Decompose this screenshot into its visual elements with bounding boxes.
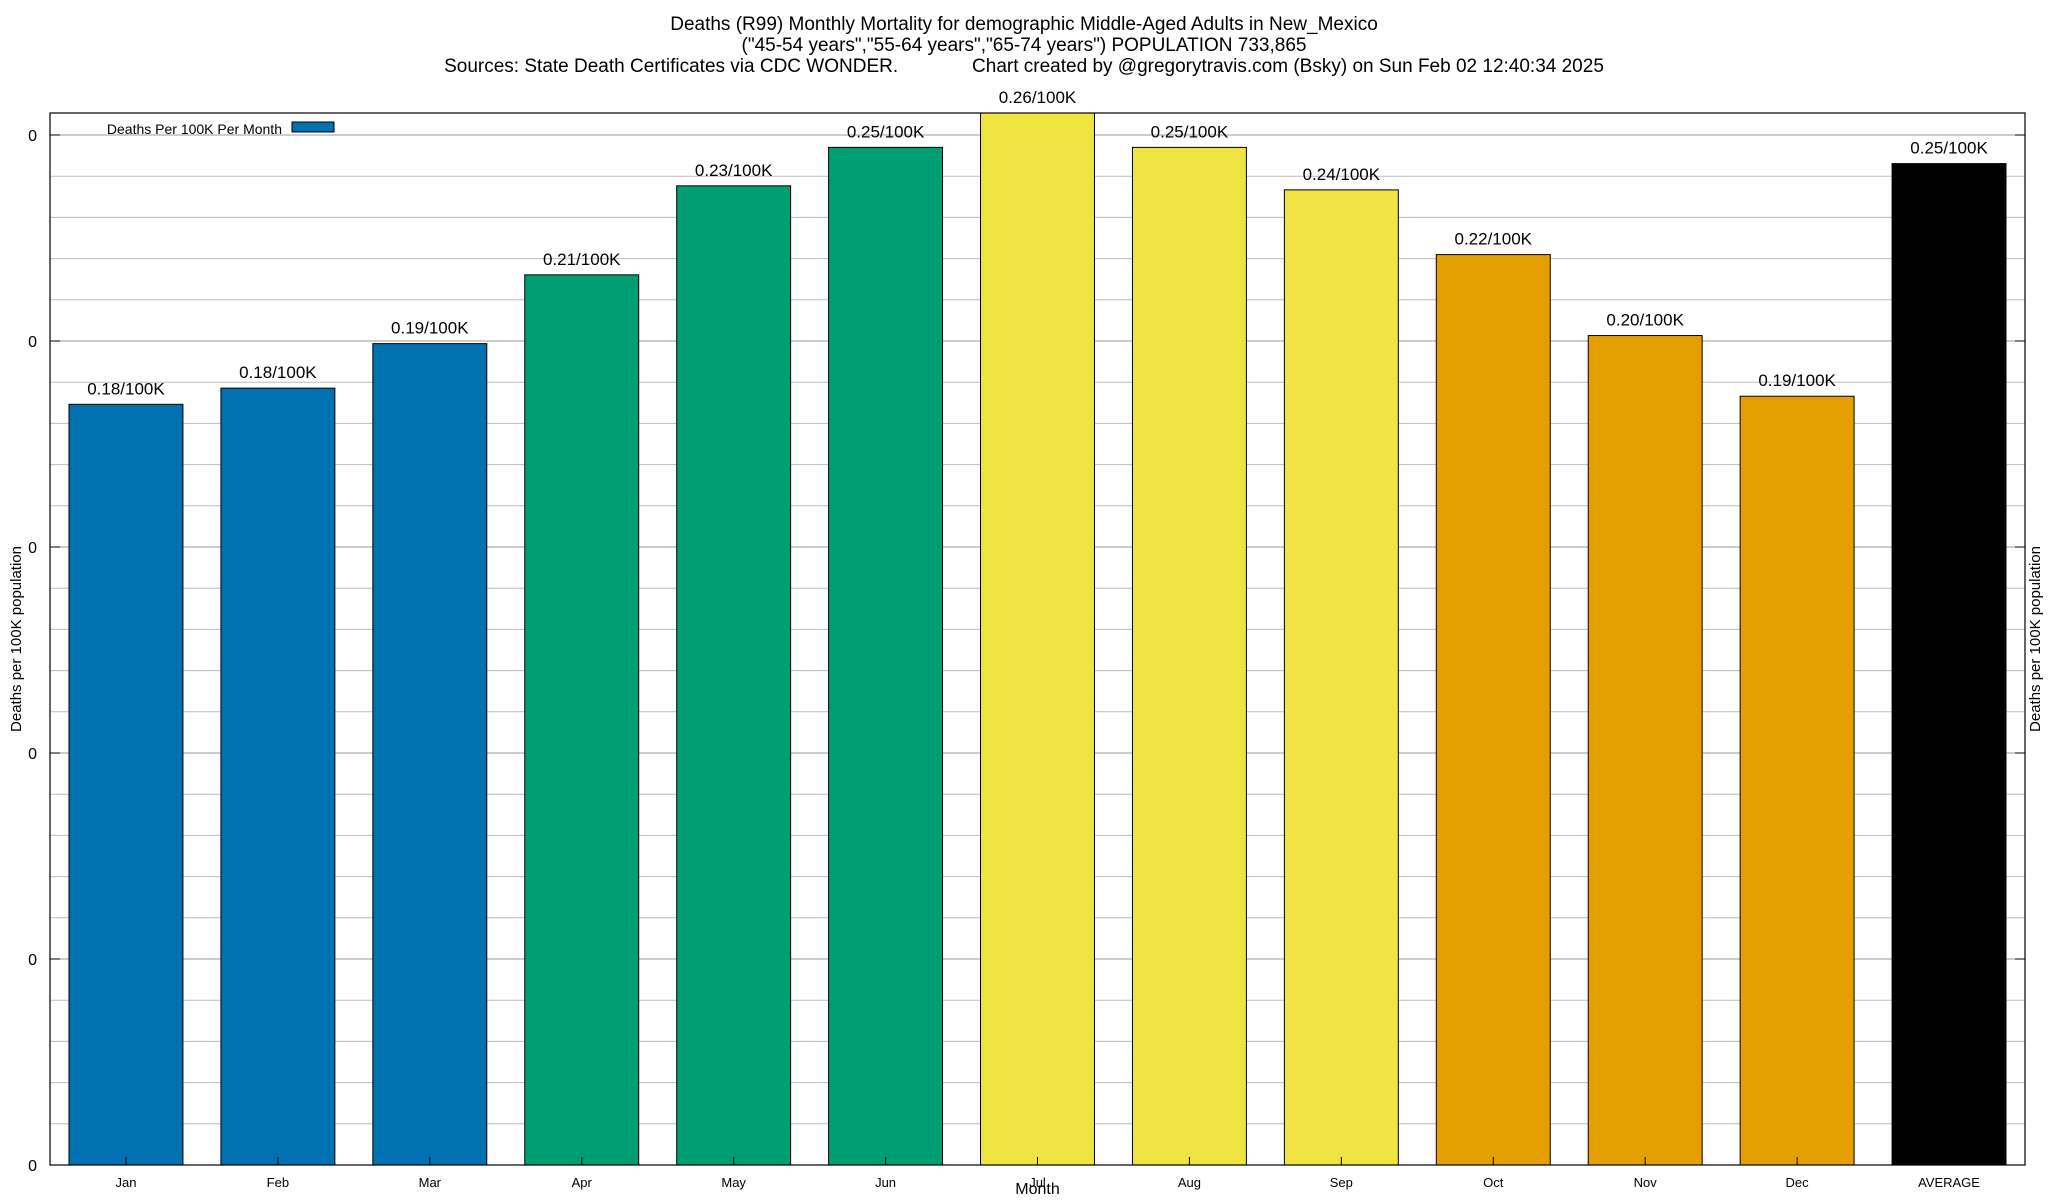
bar-value-label: 0.21/100K	[543, 250, 621, 269]
bar-value-label: 0.24/100K	[1303, 165, 1381, 184]
chart-title-block: Deaths (R99) Monthly Mortality for demog…	[0, 14, 2048, 77]
bar-sep	[1283, 189, 1399, 1166]
y-tick-label: 0	[28, 334, 37, 351]
bar-value-label: 0.25/100K	[1151, 122, 1229, 141]
chart-subtitle: ("45-54 years","55-64 years","65-74 year…	[741, 35, 1307, 56]
y-tick-label: 0	[28, 1158, 37, 1175]
y-tick-label: 0	[28, 128, 37, 145]
y-tick-label: 0	[28, 540, 37, 557]
bar-value-label: 0.19/100K	[391, 319, 469, 338]
x-axis-label: Month	[1015, 1181, 1059, 1198]
y-axis-label: Deaths per 100K population	[8, 546, 25, 732]
y-tick-label: 0	[28, 952, 37, 969]
bar-jan	[68, 403, 184, 1166]
x-tick-label: May	[721, 1175, 746, 1190]
bar-jul	[980, 112, 1095, 1166]
bar-may	[676, 185, 792, 1166]
y-axis-label-right: Deaths per 100K population	[2027, 546, 2044, 732]
bar-average	[1891, 163, 2007, 1166]
y-tick-labels: 0 0 0 0 0 0	[28, 128, 37, 1175]
bar-value-label: 0.19/100K	[1758, 371, 1836, 390]
x-tick-label: Oct	[1483, 1175, 1504, 1190]
x-tick-label: Aug	[1178, 1175, 1201, 1190]
bar-value-label: 0.20/100K	[1606, 311, 1684, 330]
legend: Deaths Per 100K Per Month	[107, 121, 335, 137]
bar-value-label: 0.25/100K	[847, 122, 925, 141]
bar-value-label: 0.23/100K	[695, 161, 773, 180]
x-tick-label: Jun	[875, 1175, 896, 1190]
plot-frame	[49, 112, 2026, 1166]
legend-swatch	[291, 121, 335, 133]
bar-dec	[1739, 395, 1855, 1166]
bar-value-label: 0.18/100K	[239, 363, 317, 382]
x-tick-labels: Jan Feb Mar Apr May Jun Jul Aug Sep Oct Nov Dec AVER…	[115, 1157, 1980, 1190]
bar-value-label: 0.22/100K	[1455, 230, 1533, 249]
x-tick-label: Mar	[419, 1175, 442, 1190]
x-tick-label: AVERAGE	[1918, 1175, 1980, 1190]
y-tick-label: 0	[28, 746, 37, 763]
x-tick-label: Jan	[115, 1175, 136, 1190]
bar-nov	[1587, 335, 1703, 1166]
bar-jun	[828, 146, 944, 1166]
x-tick-label: Feb	[267, 1175, 289, 1190]
x-tick-label: Dec	[1786, 1175, 1810, 1190]
bar-oct	[1435, 254, 1551, 1166]
bar-mar	[372, 343, 488, 1166]
bar-value-labels: 0.18/100K 0.18/100K 0.19/100K 0.21/100K 0.23…	[87, 88, 1988, 398]
chart-sources-credit: Sources: State Death Certificates via CD…	[0, 56, 2048, 77]
chart-credit: Chart created by @gregorytravis.com (Bsk…	[972, 56, 1604, 77]
x-tick-label: Apr	[572, 1175, 593, 1190]
chart-title: Deaths (R99) Monthly Mortality for demog…	[670, 14, 1378, 35]
x-tick-label: Jul	[1029, 1175, 1046, 1190]
bars	[68, 112, 2007, 1166]
bar-value-label: 0.26/100K	[999, 88, 1077, 107]
bar-feb	[220, 387, 336, 1166]
bar-value-label: 0.18/100K	[87, 379, 165, 398]
bar-value-label: 0.25/100K	[1910, 139, 1988, 158]
x-tick-label: Nov	[1634, 1175, 1658, 1190]
x-tick-label: Sep	[1330, 1175, 1353, 1190]
bar-aug	[1131, 146, 1247, 1166]
bar-apr	[524, 274, 640, 1166]
legend-label: Deaths Per 100K Per Month	[107, 121, 282, 137]
chart-sources: Sources: State Death Certificates via CD…	[444, 56, 899, 77]
